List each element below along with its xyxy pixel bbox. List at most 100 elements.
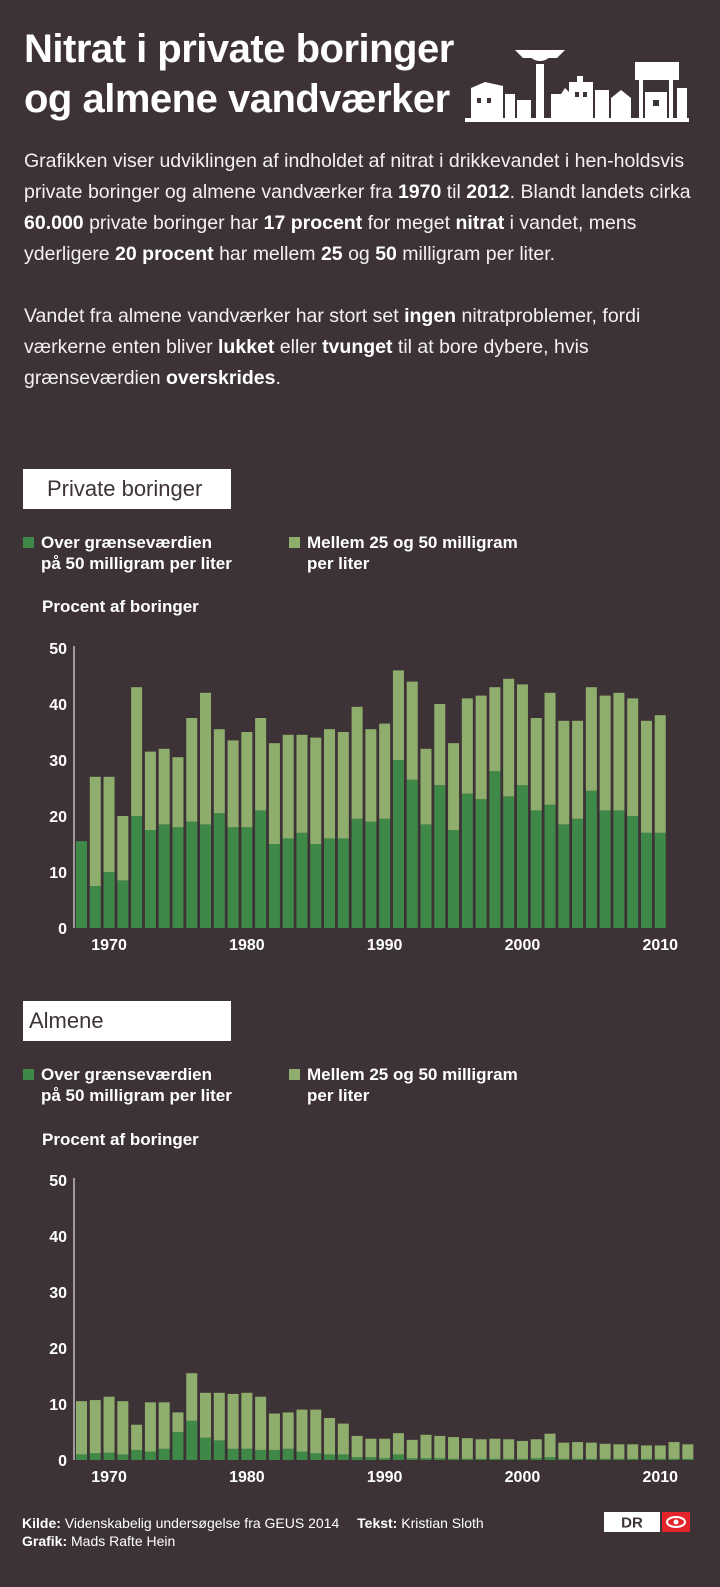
- bar-between-1983: [282, 1412, 294, 1449]
- bar-over-1989: [365, 821, 377, 928]
- bar-over-2010: [654, 1458, 666, 1460]
- bar-between-2005: [585, 1442, 597, 1459]
- bar-over-2003: [558, 824, 570, 928]
- y-tick-label: 30: [49, 1285, 67, 1302]
- bar-over-1973: [144, 1451, 156, 1460]
- bar-between-1973: [144, 751, 156, 830]
- bar-over-2004: [572, 818, 584, 928]
- bar-between-1995: [448, 1437, 460, 1459]
- bar-over-2007: [613, 810, 625, 928]
- grafik-value: Mads Rafte Hein: [71, 1533, 176, 1549]
- bar-between-1995: [448, 743, 460, 830]
- bar-over-1974: [158, 824, 170, 928]
- bar-over-1971: [117, 1454, 129, 1460]
- waterworks-skyline-icon: [465, 50, 689, 122]
- bar-over-2002: [544, 804, 556, 928]
- chart1-legend-over: Over grænseværdien på 50 milligram per l…: [23, 532, 232, 574]
- bar-over-2005: [585, 790, 597, 928]
- bar-between-1992: [406, 1439, 418, 1459]
- bar-between-1979: [227, 1393, 239, 1449]
- bar-between-1970: [103, 776, 115, 872]
- bar-over-2005: [585, 1458, 597, 1460]
- bar-between-1975: [172, 757, 184, 828]
- bar-between-1990: [379, 1438, 391, 1459]
- bar-between-1997: [475, 1439, 487, 1459]
- bar-between-1969: [89, 1400, 101, 1454]
- bar-over-2010: [654, 832, 666, 928]
- bar-over-1984: [296, 1451, 308, 1460]
- y-tick-label: 0: [58, 1453, 67, 1470]
- bar-over-1991: [392, 760, 404, 928]
- bar-between-1982: [268, 1413, 280, 1450]
- bar-over-1992: [406, 1458, 418, 1460]
- x-tick-label: 2010: [642, 937, 678, 954]
- bar-between-1980: [241, 732, 253, 828]
- bar-between-1998: [489, 687, 501, 772]
- page-title: Nitrat i private boringer og almene vand…: [24, 24, 474, 124]
- bar-between-1994: [434, 1435, 446, 1459]
- bar-over-1983: [282, 1448, 294, 1460]
- bar-between-1986: [324, 729, 336, 839]
- bar-over-1994: [434, 1458, 446, 1460]
- bar-between-1991: [392, 1433, 404, 1455]
- bar-over-2000: [516, 785, 528, 928]
- bar-over-1992: [406, 779, 418, 928]
- y-tick-label: 10: [49, 865, 67, 882]
- bar-between-1969: [89, 776, 101, 886]
- bar-between-1981: [255, 1396, 267, 1450]
- y-tick-label: 10: [49, 1397, 67, 1414]
- bar-over-1997: [475, 799, 487, 928]
- bar-between-1974: [158, 748, 170, 825]
- bar-between-2011: [668, 1442, 680, 1459]
- bar-between-1988: [351, 1435, 363, 1458]
- x-tick-label: 1980: [229, 937, 265, 954]
- y-tick-label: 40: [49, 697, 67, 714]
- intro-paragraph-1: Grafikken viser udviklingen af indholdet…: [24, 150, 691, 265]
- bar-over-2008: [627, 816, 639, 928]
- bar-between-1992: [406, 681, 418, 780]
- bar-over-2001: [530, 1458, 542, 1460]
- y-tick-label: 20: [49, 809, 67, 826]
- bar-over-1978: [213, 813, 225, 928]
- y-tick-label: 20: [49, 1341, 67, 1358]
- bar-between-2010: [654, 1445, 666, 1459]
- bar-between-1980: [241, 1392, 253, 1449]
- bar-over-2007: [613, 1458, 625, 1460]
- chart1-title: Private boringer: [23, 469, 231, 509]
- bar-between-1985: [310, 1409, 322, 1454]
- bar-over-1981: [255, 810, 267, 928]
- bar-over-1980: [241, 1448, 253, 1460]
- bar-over-1987: [337, 838, 349, 928]
- bar-between-1993: [420, 748, 432, 825]
- bar-between-1977: [200, 692, 212, 825]
- bar-between-2000: [516, 684, 528, 786]
- bar-over-1971: [117, 880, 129, 928]
- bar-over-1977: [200, 1437, 212, 1460]
- bar-over-1985: [310, 844, 322, 928]
- legend-label-over: Over grænseværdien på 50 milligram per l…: [41, 1065, 232, 1105]
- bar-between-2004: [572, 1442, 584, 1459]
- bar-over-2003: [558, 1458, 570, 1460]
- bar-over-1970: [103, 872, 115, 928]
- bar-between-2010: [654, 715, 666, 833]
- x-tick-label: 1970: [91, 937, 127, 954]
- bar-over-1998: [489, 1458, 501, 1460]
- bar-over-1982: [268, 844, 280, 928]
- bar-over-1975: [172, 827, 184, 928]
- bar-over-1972: [131, 816, 143, 928]
- bar-over-1968: [76, 1454, 87, 1460]
- bar-over-2012: [682, 1458, 694, 1460]
- bar-over-2006: [599, 1458, 611, 1460]
- bar-over-1996: [461, 793, 473, 928]
- bar-between-1972: [131, 687, 143, 816]
- bar-between-1988: [351, 706, 363, 819]
- bar-between-2000: [516, 1440, 528, 1459]
- chart-private-boringer: 0 10 20 30 40 50 1970 1980 1990 2000 2010: [49, 641, 678, 954]
- bar-between-1976: [186, 718, 198, 822]
- bar-over-1986: [324, 1454, 336, 1460]
- bar-over-1976: [186, 1420, 198, 1460]
- legend-swatch-dark: [23, 1069, 34, 1080]
- bar-between-1971: [117, 816, 129, 881]
- bar-between-1971: [117, 1401, 129, 1455]
- bar-over-1988: [351, 818, 363, 928]
